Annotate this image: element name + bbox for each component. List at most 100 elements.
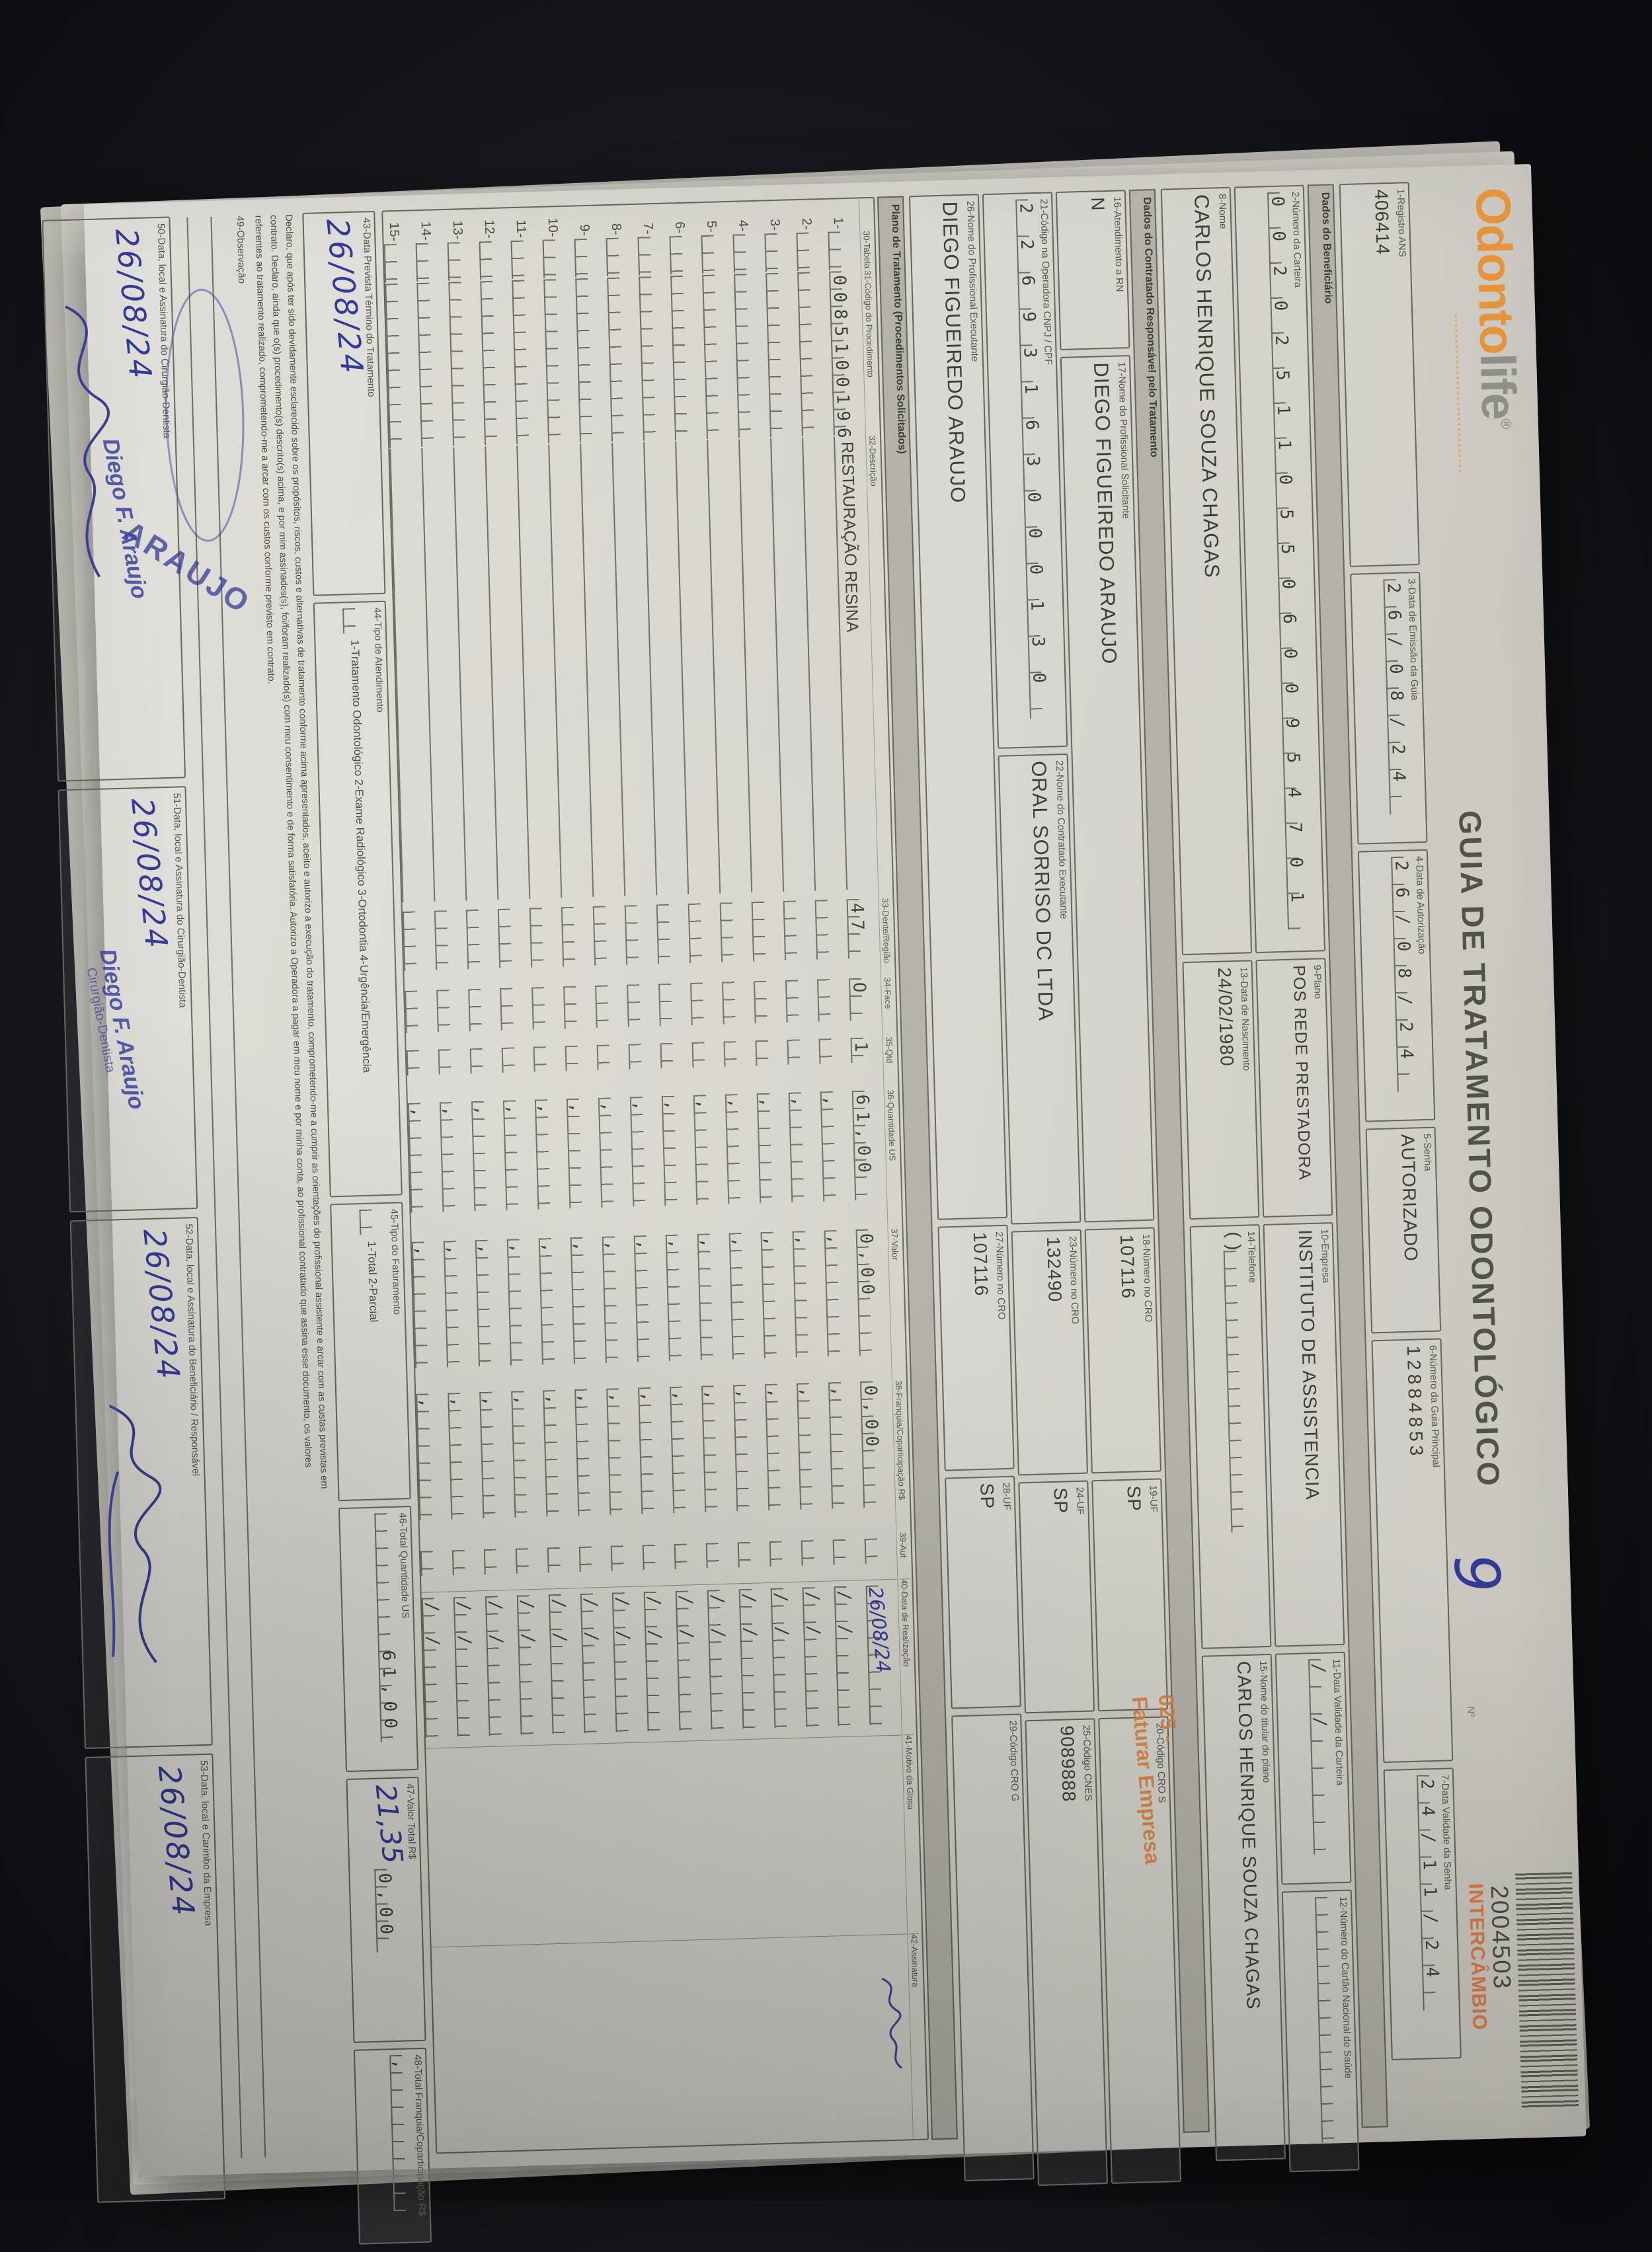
quantidade-us-boxes: , <box>629 1096 656 1207</box>
tabela-boxes <box>542 239 567 278</box>
logo-text-gray: life <box>1470 352 1527 420</box>
col-valor: 37-Valor <box>889 1228 900 1261</box>
codigo-boxes <box>448 281 476 446</box>
observacao-area: 49-Observação <box>165 215 300 2158</box>
data-realizacao-boxes: / / <box>643 1591 670 1732</box>
intercambio-tag: INTERCÂMBIO <box>1464 1883 1491 2031</box>
logo-tagline <box>1454 314 1462 473</box>
motivo-glosa-cell <box>648 1740 686 1941</box>
franquia-boxes: , <box>606 1387 633 1515</box>
row-signature-scribble <box>881 1978 902 2069</box>
data-realizacao-boxes: / / <box>580 1593 607 1733</box>
aut-box <box>547 1547 570 1573</box>
tabela-boxes <box>447 241 471 281</box>
aut-box <box>642 1544 666 1571</box>
valor-boxes: , <box>665 1234 691 1362</box>
codigo-boxes <box>607 277 635 442</box>
codigo-boxes <box>575 278 603 443</box>
face-boxes <box>689 982 714 1025</box>
face-boxes <box>405 990 428 1034</box>
handwritten-valor-total: 21,35 <box>369 1783 410 1865</box>
motivo-glosa-cell <box>711 1739 749 1939</box>
assinatura-cell <box>875 1933 914 2170</box>
dente-boxes <box>434 910 459 970</box>
dente-boxes <box>688 903 713 964</box>
sig-box-cirurgiao-2: 51-Data, local e Assinatura do Cirurgião… <box>58 786 198 1213</box>
valor-boxes: , <box>475 1239 502 1367</box>
assinatura-cell <box>431 1946 470 2183</box>
aut-box <box>674 1543 697 1569</box>
row-number: 13- <box>450 220 465 240</box>
aut-box <box>420 1550 444 1576</box>
face-boxes <box>721 981 746 1025</box>
dente-boxes <box>814 899 840 960</box>
row-number: 12- <box>481 219 497 239</box>
aut-box <box>705 1542 729 1569</box>
face-boxes <box>531 986 555 1030</box>
dente-boxes <box>465 909 491 970</box>
dente-boxes <box>783 900 808 960</box>
data-realizacao-boxes: / / <box>834 1586 861 1727</box>
document-sheet: Odontolife® GUIA DE TRATAMENTO ODONTOLÓG… <box>42 164 1587 2245</box>
row-number: 5- <box>703 220 719 233</box>
row-number: 8- <box>608 223 624 235</box>
franquia-boxes: 0,00 <box>859 1381 886 1508</box>
field-registro-ans: 1-Registro ANS 406414 <box>1339 182 1420 567</box>
aut-box <box>610 1545 634 1571</box>
dente-boxes <box>656 904 681 964</box>
qtd-box: 1 <box>850 1037 874 1064</box>
motivo-glosa-cell <box>489 1745 527 1945</box>
col-tabela: 30-Tabela <box>861 230 873 269</box>
assinatura-cell <box>653 1939 692 2176</box>
aut-box <box>832 1539 856 1565</box>
tabela-boxes <box>732 233 757 273</box>
aut-box <box>864 1538 888 1564</box>
tabela-boxes <box>669 235 693 275</box>
field-cro-executante-contratado: 23-Número no CRO 132490 <box>1011 1229 1088 1476</box>
valor-boxes: , <box>697 1233 723 1360</box>
row-number: 9- <box>576 223 592 237</box>
quantidade-us-boxes: , <box>693 1094 719 1205</box>
tabela-boxes <box>479 241 503 280</box>
dente-boxes <box>592 906 617 966</box>
data-realizacao-boxes: / / <box>516 1594 543 1735</box>
motivo-glosa-cell <box>553 1743 590 1944</box>
field-data-nascimento: 13-Data de Nascimento 24/02/1980 <box>1182 960 1260 1220</box>
treatment-table-rows: 1- 0085100196 RESTAURAÇÃO RESINA 47 O 1 … <box>383 198 914 2183</box>
aut-box <box>737 1541 761 1568</box>
col-quantidade-us: 36-Quantidade US <box>885 1089 898 1161</box>
qtd-box <box>691 1042 715 1068</box>
row-number: 4- <box>735 219 751 232</box>
codigo-boxes <box>639 276 666 441</box>
tabela-boxes <box>606 237 630 277</box>
aut-box <box>483 1549 507 1575</box>
quantidade-us-boxes: , <box>439 1101 465 1212</box>
face-boxes <box>785 980 809 1023</box>
qtd-box <box>406 1050 430 1076</box>
odontolife-logo: Odontolife® <box>1454 186 1528 473</box>
quantidade-us-boxes: , <box>502 1100 529 1210</box>
field-data-autorizacao: 4-Data de Autorização 26/08/24 <box>1357 849 1436 1122</box>
qtd-box <box>818 1038 842 1064</box>
franquia-boxes: , <box>670 1386 696 1514</box>
motivo-glosa-cell <box>426 1747 463 1947</box>
codigo-boxes <box>702 274 730 439</box>
valor-boxes: , <box>728 1232 755 1360</box>
qtd-box <box>469 1048 493 1074</box>
field-uf-profissional-executante: 28-UF SP <box>945 1475 1021 1709</box>
valor-boxes: , <box>824 1229 850 1357</box>
col-face: 34-Face <box>882 977 894 1009</box>
field-validade-carteira: 11-Data Validade da Carteira / / <box>1275 1651 1352 1885</box>
quantidade-us-boxes: , <box>661 1095 688 1206</box>
data-realizacao-boxes: / / <box>707 1589 734 1730</box>
data-realizacao-boxes: / / <box>802 1586 829 1727</box>
aut-box <box>515 1547 539 1574</box>
motivo-glosa-cell <box>838 1735 876 1936</box>
field-tipo-atendimento: 44-Tipo de Atendimento 1-Tratamento Odont… <box>313 600 403 1198</box>
codigo-boxes <box>766 272 793 438</box>
codigo-boxes: 0085100196 <box>829 270 856 445</box>
tabela-boxes <box>415 243 440 282</box>
motivo-glosa-cell <box>457 1746 495 1947</box>
col-franquia: 38-Franquia/Coparticipação R$ <box>893 1380 907 1500</box>
quantidade-us-boxes: , <box>598 1097 624 1208</box>
